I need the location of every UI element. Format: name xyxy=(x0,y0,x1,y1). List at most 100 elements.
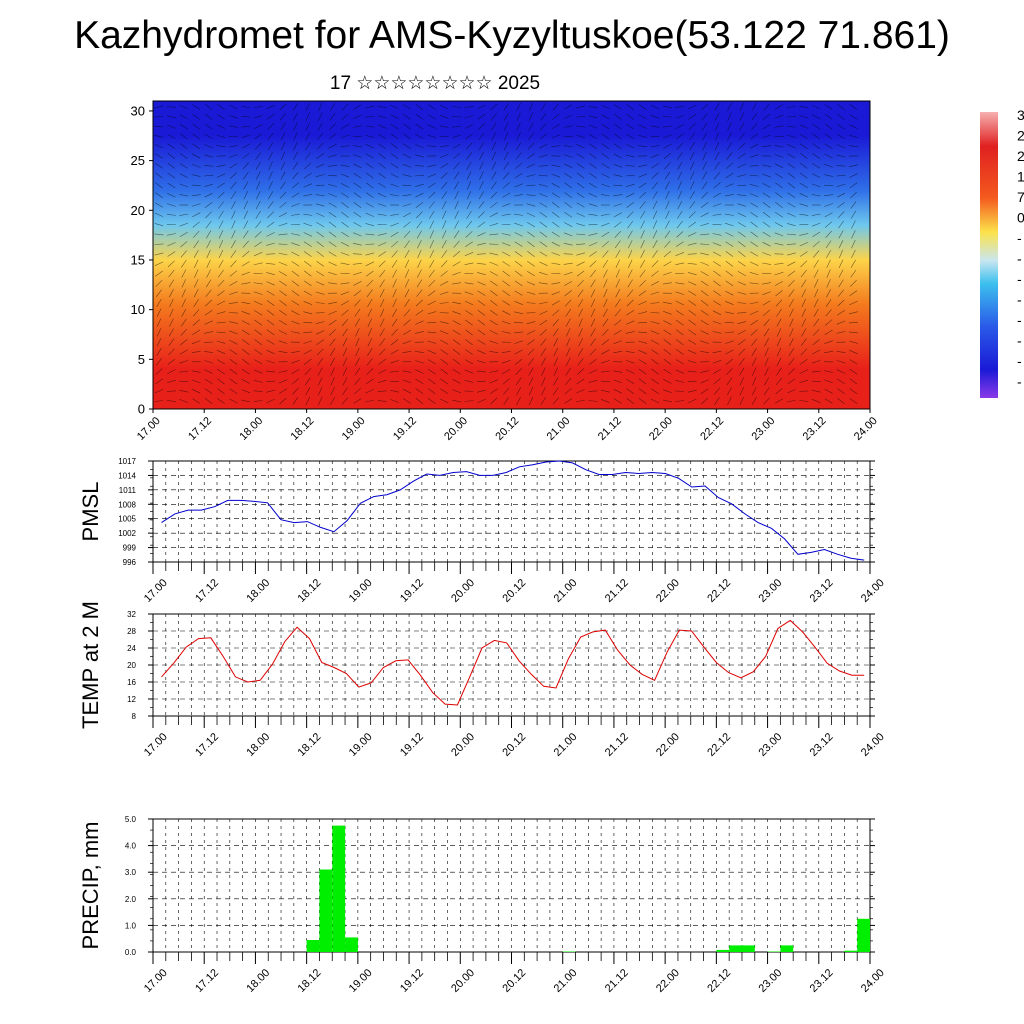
heatmap-x-tick-label: 20.00 xyxy=(442,415,470,443)
wind-barb xyxy=(290,213,300,216)
wind-barb xyxy=(725,172,734,179)
wind-barb xyxy=(181,298,186,308)
wind-barb xyxy=(652,250,658,258)
wind-barb xyxy=(551,252,561,256)
precip-x-tick-label: 23.00 xyxy=(756,967,784,995)
wind-barb xyxy=(254,329,262,336)
wind-barb xyxy=(651,270,659,277)
wind-barb xyxy=(677,171,683,180)
wind-barb xyxy=(328,319,337,326)
wind-barb xyxy=(588,379,598,383)
wind-barb xyxy=(501,203,511,207)
wind-barb xyxy=(787,192,796,198)
wind-barb xyxy=(849,134,858,138)
wind-barb xyxy=(229,172,237,179)
wind-barb xyxy=(502,182,510,189)
wind-barb xyxy=(677,210,683,219)
wind-barb xyxy=(677,161,683,170)
wind-barb xyxy=(427,173,437,178)
wind-barb xyxy=(466,152,472,160)
wind-barb xyxy=(266,370,276,373)
wind-barb xyxy=(589,260,597,268)
wind-barb xyxy=(315,174,325,177)
wind-barb xyxy=(340,241,350,247)
wind-barb xyxy=(639,201,646,209)
wind-barb xyxy=(303,340,313,344)
wind-barb xyxy=(390,163,399,169)
wind-barb xyxy=(725,270,734,277)
wind-barb xyxy=(229,291,238,295)
wind-barb xyxy=(737,194,747,197)
precip-bar xyxy=(767,951,781,952)
wind-barb xyxy=(687,242,697,246)
wind-barb xyxy=(801,328,807,337)
temp-frame xyxy=(152,613,871,717)
wind-barb xyxy=(253,380,263,383)
wind-barb xyxy=(712,331,722,334)
wind-barb xyxy=(603,269,608,278)
wind-barb xyxy=(429,210,435,219)
wind-barb xyxy=(379,289,385,298)
wind-barb xyxy=(799,203,809,207)
wind-barb xyxy=(688,113,697,120)
wind-barb xyxy=(292,112,298,121)
wind-barb xyxy=(305,396,311,406)
wind-barb xyxy=(713,270,721,277)
wind-barb xyxy=(489,319,498,326)
wind-barb xyxy=(724,213,734,216)
wind-barb xyxy=(824,370,834,373)
wind-barb xyxy=(701,113,708,121)
wind-barb xyxy=(651,358,659,365)
wind-barb xyxy=(415,183,424,187)
wind-barb xyxy=(452,389,461,394)
wind-barb xyxy=(836,174,846,177)
wind-barb xyxy=(353,104,362,110)
wind-barb xyxy=(341,113,349,120)
wind-barb xyxy=(439,291,449,295)
wind-barb xyxy=(352,125,362,128)
wind-barb xyxy=(329,348,336,356)
wind-barb xyxy=(762,262,772,265)
wind-barb xyxy=(304,358,312,365)
wind-barb xyxy=(786,243,796,245)
wind-barb xyxy=(813,318,820,327)
wind-barb xyxy=(848,311,858,315)
precip-bar xyxy=(306,940,320,952)
wind-barb xyxy=(600,389,610,393)
wind-barb xyxy=(342,357,348,367)
wind-barb xyxy=(799,400,809,402)
precip-y-tick-label: 2.0 xyxy=(125,895,137,904)
wind-barb xyxy=(738,251,746,257)
wind-barb xyxy=(700,309,709,316)
wind-barb xyxy=(266,281,275,286)
wind-barb xyxy=(627,269,633,278)
wind-barb xyxy=(415,369,424,374)
wind-barb xyxy=(217,378,225,385)
wind-barb xyxy=(414,165,424,167)
wind-barb xyxy=(775,104,783,110)
wind-barb xyxy=(280,141,286,151)
wind-barb xyxy=(305,102,311,112)
wind-barb xyxy=(577,368,585,375)
wind-barb xyxy=(762,145,772,148)
wind-barb xyxy=(402,194,412,197)
wind-barb xyxy=(379,328,385,337)
wind-barb xyxy=(552,211,560,218)
wind-barb xyxy=(330,102,336,112)
wind-barb xyxy=(614,230,622,238)
wind-barb xyxy=(454,200,459,210)
wind-barb xyxy=(440,378,449,385)
wind-barb xyxy=(429,220,435,229)
wind-barb xyxy=(231,200,236,210)
wind-barb xyxy=(625,351,635,353)
wind-barb xyxy=(241,282,251,285)
wind-barb xyxy=(230,240,236,249)
wind-barb xyxy=(378,251,387,257)
wind-barb xyxy=(279,388,287,394)
wind-barb xyxy=(789,308,794,317)
wind-barb xyxy=(231,230,236,239)
colorbar-label: - xyxy=(1017,312,1022,328)
wind-barb xyxy=(156,289,162,297)
wind-barb xyxy=(341,192,349,198)
wind-barb xyxy=(638,173,647,178)
